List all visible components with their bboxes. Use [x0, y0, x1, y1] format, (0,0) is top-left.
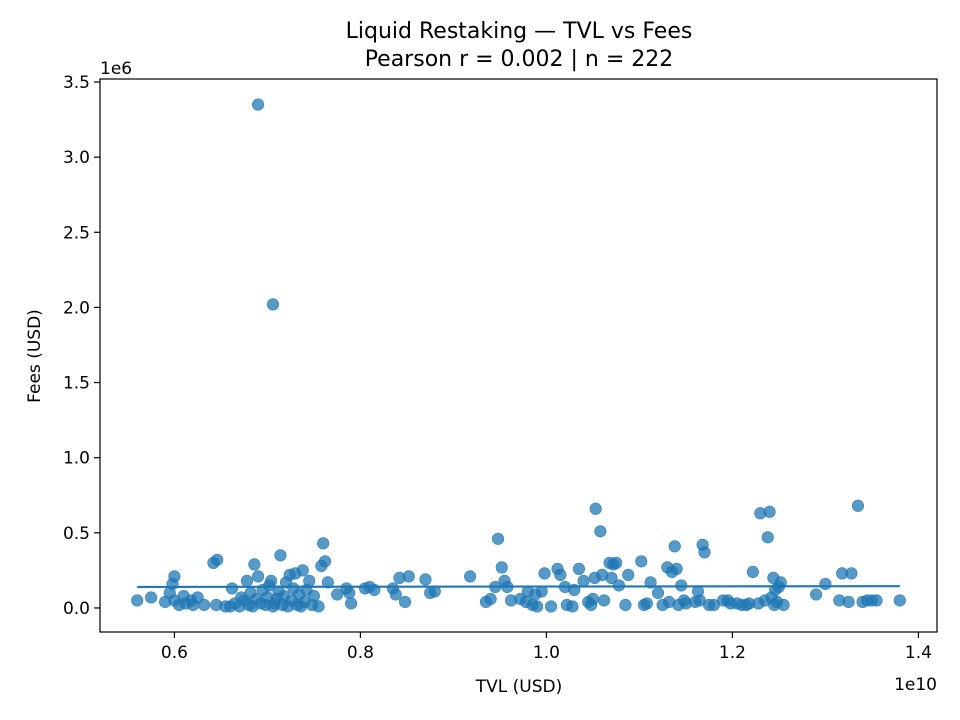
scatter-point [198, 598, 211, 612]
scatter-point [774, 576, 787, 589]
scatter-point [619, 598, 632, 612]
scatter-point [331, 588, 344, 601]
plot-area [131, 98, 906, 613]
scatter-point [610, 556, 623, 569]
y-axis-label: Fees (USD) [25, 309, 45, 403]
x-axis-ticks: 0.6 0.8 1.0 1.2 1.4 [161, 632, 932, 663]
y-tick-label: 0.5 [63, 524, 90, 544]
scatter-point [489, 580, 502, 594]
scatter-point [675, 579, 688, 592]
scatter-point [495, 561, 508, 574]
x-axis-offset-label: 1e10 [894, 675, 937, 695]
points-layer [131, 98, 906, 613]
scatter-point [501, 580, 514, 594]
scatter-point [651, 586, 665, 600]
scatter-point [622, 568, 635, 581]
y-tick-label: 3.5 [63, 73, 90, 93]
y-tick-label: 2.5 [63, 223, 90, 243]
scatter-point [594, 525, 607, 538]
scatter-point [252, 570, 265, 583]
scatter-point [640, 597, 653, 610]
scatter-point [530, 600, 544, 613]
scatter-point [491, 532, 505, 545]
scatter-point [777, 598, 790, 612]
scatter-point [589, 502, 602, 515]
scatter-point [566, 600, 579, 613]
scatter-point [605, 571, 618, 585]
y-tick-label: 2.0 [63, 298, 90, 318]
scatter-point [312, 600, 325, 613]
scatter-point [345, 597, 358, 610]
scatter-point [612, 579, 626, 592]
scatter-point [317, 537, 330, 550]
scatter-point [746, 565, 759, 578]
scatter-point [819, 577, 832, 591]
scatter-point [274, 549, 287, 562]
scatter-point [211, 553, 224, 566]
scatter-point [248, 558, 261, 571]
chart-subtitle: Pearson r = 0.002 | n = 222 [365, 47, 674, 72]
scatter-point [644, 576, 657, 589]
scatter-point [635, 555, 648, 568]
scatter-point [321, 576, 334, 589]
scatter-point [577, 574, 590, 588]
scatter-point [318, 555, 332, 568]
scatter-point [586, 592, 600, 606]
scatter-point [252, 98, 265, 111]
scatter-point [845, 567, 858, 580]
y-axis-ticks: 0.0 0.5 1.0 1.5 2.0 2.5 3.0 3.5 [63, 73, 100, 619]
scatter-point [419, 573, 432, 586]
scatter-point [761, 531, 774, 544]
scatter-point [368, 583, 381, 597]
x-tick-label: 1.4 [905, 643, 932, 663]
scatter-point [544, 600, 558, 613]
scatter-point [893, 594, 906, 607]
scatter-point [266, 298, 280, 311]
chart-title: Liquid Restaking — TVL vs Fees [346, 19, 693, 44]
scatter-point [809, 588, 823, 601]
y-axis-offset-label: 1e6 [100, 59, 132, 79]
scatter-point [484, 592, 497, 606]
scatter-point [296, 564, 309, 577]
scatter-point [402, 570, 415, 583]
scatter-point [131, 594, 144, 607]
x-tick-label: 1.0 [533, 643, 560, 663]
scatter-point [428, 585, 441, 598]
scatter-point [670, 562, 683, 575]
scatter-point [538, 567, 551, 580]
y-tick-label: 0.0 [63, 599, 90, 619]
scatter-point [870, 594, 883, 607]
x-tick-label: 0.6 [161, 643, 188, 663]
scatter-point [265, 574, 278, 588]
scatter-point [145, 591, 158, 604]
x-tick-label: 0.8 [347, 643, 374, 663]
scatter-point [698, 546, 711, 559]
scatter-point [535, 585, 548, 598]
scatter-point [763, 505, 776, 518]
scatter-point [168, 570, 181, 583]
axes-frame [99, 78, 938, 633]
y-tick-label: 1.0 [63, 449, 90, 469]
scatter-point [851, 499, 865, 512]
scatter-point [389, 588, 402, 601]
scatter-point [572, 562, 586, 575]
y-tick-label: 3.0 [63, 148, 90, 168]
scatter-point [554, 568, 567, 581]
scatter-point [464, 570, 477, 583]
scatter-point [303, 574, 316, 588]
scatter-point [568, 583, 581, 597]
x-tick-label: 1.2 [719, 643, 746, 663]
x-axis-label: TVL (USD) [475, 677, 562, 697]
scatter-point [668, 540, 681, 553]
scatter-point [398, 595, 412, 609]
scatter-point [597, 594, 611, 607]
scatter-point [842, 595, 855, 609]
scatter-point [240, 574, 254, 588]
scatter-point [343, 586, 356, 600]
scatter-point [225, 582, 239, 595]
scatter-point [307, 589, 321, 603]
y-tick-label: 1.5 [63, 374, 90, 394]
